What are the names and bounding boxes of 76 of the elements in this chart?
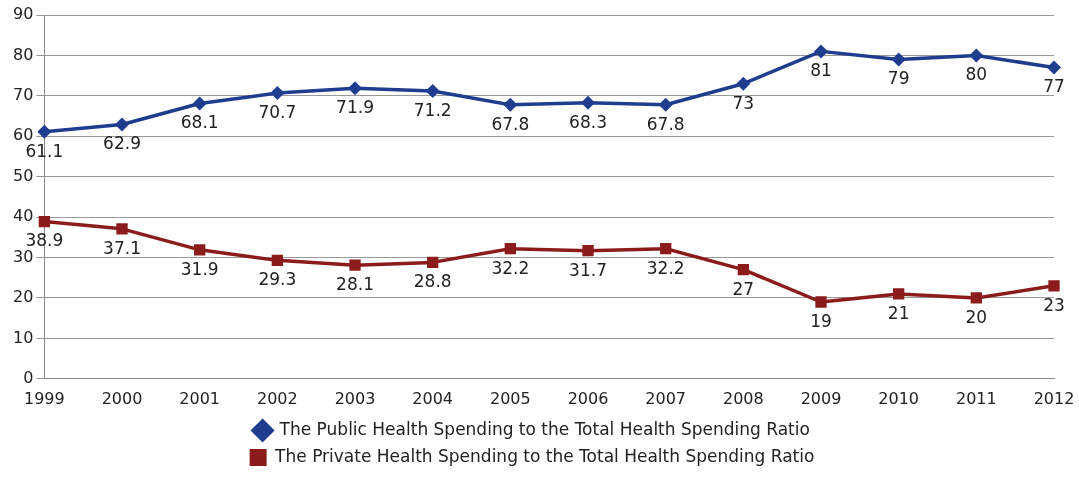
data-label: 81 bbox=[810, 60, 832, 81]
point bbox=[815, 296, 827, 308]
data-label: 77 bbox=[1043, 76, 1065, 97]
data-label: 31.9 bbox=[180, 258, 219, 279]
y-tick-label: 20 bbox=[13, 287, 34, 307]
x-tick-label: 2008 bbox=[722, 388, 764, 408]
data-label: 67.8 bbox=[646, 113, 685, 134]
point bbox=[1048, 280, 1060, 292]
data-label: 28.8 bbox=[413, 271, 452, 292]
data-label: 71.9 bbox=[336, 97, 374, 118]
data-label: 79 bbox=[887, 68, 910, 89]
x-tick-label: 2006 bbox=[567, 388, 609, 408]
x-tick-label: 2010 bbox=[878, 388, 920, 408]
data-label: 21 bbox=[887, 302, 910, 323]
x-tick-label: 2004 bbox=[412, 388, 454, 408]
point bbox=[660, 242, 672, 255]
x-tick-label: 2001 bbox=[179, 388, 221, 408]
data-label: 80 bbox=[965, 64, 988, 85]
point bbox=[503, 97, 518, 112]
data-label: 71.2 bbox=[413, 99, 452, 120]
x-tick-label: 2012 bbox=[1033, 388, 1075, 408]
data-label: 31.7 bbox=[569, 259, 607, 280]
point bbox=[736, 76, 751, 91]
point bbox=[970, 292, 982, 304]
point bbox=[581, 95, 596, 110]
point bbox=[116, 223, 128, 235]
data-label: 32.2 bbox=[491, 257, 530, 278]
data-label: 73 bbox=[732, 92, 755, 113]
point bbox=[348, 81, 363, 96]
data-label: 23 bbox=[1043, 294, 1065, 315]
x-tick-label: 2007 bbox=[645, 388, 687, 408]
data-label: 37.1 bbox=[103, 237, 141, 258]
y-tick-label: 10 bbox=[13, 327, 34, 347]
point bbox=[270, 86, 285, 101]
legend-label: The Public Health Spending to the Total Health Spending Ratio bbox=[278, 418, 810, 439]
point bbox=[427, 256, 439, 269]
data-label: 29.3 bbox=[258, 269, 297, 290]
y-tick-label: 70 bbox=[13, 85, 34, 104]
point bbox=[504, 242, 516, 255]
y-tick-label: 0 bbox=[23, 367, 34, 387]
data-label: 27 bbox=[732, 278, 755, 299]
point bbox=[115, 117, 130, 132]
x-tick-label: 2002 bbox=[256, 388, 298, 408]
data-label: 19 bbox=[810, 310, 832, 331]
data-label: 68.1 bbox=[180, 112, 219, 133]
x-tick-label: 2000 bbox=[101, 388, 143, 408]
point bbox=[893, 288, 905, 300]
point bbox=[891, 52, 906, 67]
data-label: 70.7 bbox=[258, 101, 297, 122]
y-tick-label: 50 bbox=[13, 165, 34, 185]
point bbox=[1047, 60, 1061, 75]
point bbox=[192, 96, 207, 111]
point bbox=[194, 244, 206, 256]
point bbox=[658, 97, 673, 112]
y-tick-label: 80 bbox=[13, 44, 34, 64]
x-tick-label: 2009 bbox=[800, 388, 842, 408]
point bbox=[425, 83, 440, 98]
x-tick-label: 2003 bbox=[334, 388, 376, 408]
point bbox=[737, 264, 749, 276]
x-tick-label: 2005 bbox=[489, 388, 531, 408]
y-tick-label: 90 bbox=[13, 4, 34, 24]
x-tick-label: 2011 bbox=[955, 388, 997, 408]
x-tick-label: 1999 bbox=[24, 388, 65, 408]
data-label: 67.8 bbox=[491, 113, 530, 134]
data-label: 20 bbox=[965, 306, 988, 327]
point bbox=[582, 245, 594, 257]
legend-label: The Private Health Spending to the Total Health Spending Ratio bbox=[274, 445, 815, 466]
data-label: 68.3 bbox=[569, 111, 607, 132]
data-label: 32.2 bbox=[646, 257, 685, 278]
y-tick-label: 40 bbox=[13, 206, 34, 226]
point bbox=[271, 254, 284, 267]
data-label: 62.9 bbox=[103, 133, 141, 154]
data-label: 28.1 bbox=[336, 274, 374, 295]
point bbox=[814, 44, 829, 59]
point bbox=[969, 48, 984, 63]
point bbox=[349, 259, 361, 271]
